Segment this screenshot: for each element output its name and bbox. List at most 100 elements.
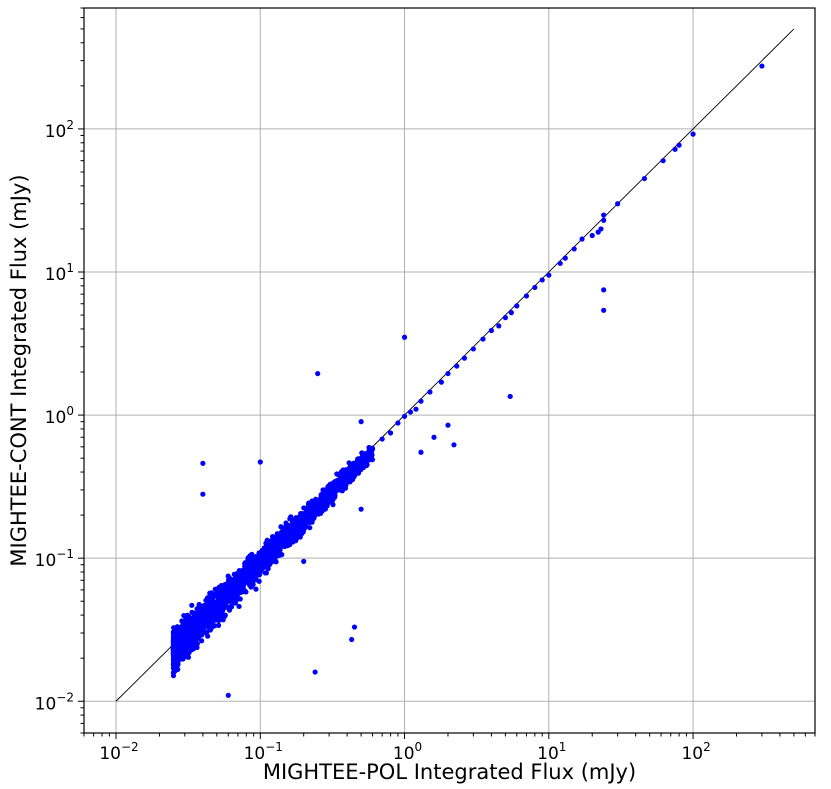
- data-point: [298, 520, 304, 526]
- data-point: [676, 142, 682, 148]
- data-point: [336, 479, 342, 485]
- data-point: [306, 513, 312, 520]
- data-point: [278, 524, 284, 530]
- data-point: [200, 460, 206, 466]
- data-point: [226, 607, 233, 613]
- data-point: [641, 175, 648, 182]
- data-point: [546, 272, 552, 278]
- data-point: [307, 525, 313, 531]
- x-tick-label: 10−2: [99, 740, 138, 764]
- data-point: [310, 507, 316, 513]
- data-point: [217, 608, 224, 614]
- data-point: [187, 632, 193, 638]
- data-point: [427, 389, 433, 395]
- data-point: [349, 636, 355, 643]
- data-point: [438, 379, 444, 385]
- y-tick-label: 101: [45, 261, 74, 285]
- data-point: [418, 398, 424, 404]
- data-point: [445, 422, 451, 428]
- data-point: [454, 363, 460, 369]
- data-point: [445, 370, 451, 377]
- data-point: [615, 201, 621, 207]
- data-point: [186, 613, 192, 619]
- data-point: [285, 535, 291, 541]
- data-point: [502, 315, 508, 321]
- data-point: [279, 543, 285, 549]
- data-point: [418, 449, 424, 455]
- data-point: [177, 625, 183, 631]
- data-point: [211, 593, 217, 599]
- x-tick-label: 100: [393, 740, 422, 764]
- data-point: [267, 561, 273, 567]
- data-point: [225, 692, 231, 698]
- data-point: [204, 602, 211, 608]
- data-point: [319, 508, 325, 514]
- data-point: [314, 509, 320, 515]
- data-point: [250, 559, 257, 565]
- data-point: [759, 63, 765, 69]
- data-point: [246, 582, 253, 588]
- data-point: [401, 413, 408, 419]
- data-point: [690, 131, 696, 137]
- data-point: [346, 460, 352, 466]
- data-point: [539, 277, 545, 283]
- data-point: [496, 323, 502, 329]
- data-point: [186, 650, 192, 656]
- data-point: [349, 467, 355, 473]
- data-point: [601, 287, 607, 293]
- data-point: [273, 553, 279, 559]
- data-point: [344, 472, 350, 478]
- data-point: [288, 514, 294, 520]
- data-point: [312, 669, 318, 675]
- data-point: [199, 632, 205, 638]
- data-point: [249, 551, 255, 557]
- data-point: [289, 536, 296, 542]
- data-point: [170, 673, 177, 679]
- data-point: [195, 608, 201, 615]
- x-tick-label: 102: [681, 740, 710, 764]
- data-point: [488, 327, 495, 334]
- data-point: [187, 642, 194, 649]
- x-tick-label: 101: [537, 740, 566, 764]
- data-point: [309, 498, 315, 504]
- data-point: [233, 571, 239, 577]
- data-point: [601, 217, 607, 223]
- data-point: [601, 307, 607, 313]
- data-point: [262, 560, 268, 566]
- data-point: [207, 627, 214, 633]
- data-point: [589, 232, 595, 239]
- data-point: [255, 572, 261, 578]
- data-point: [351, 474, 357, 480]
- data-point: [326, 489, 332, 495]
- data-point: [237, 596, 243, 602]
- data-point: [224, 582, 230, 588]
- data-point: [579, 236, 585, 242]
- data-point: [281, 528, 287, 534]
- data-point: [173, 646, 179, 652]
- data-point: [242, 560, 248, 566]
- data-point: [226, 575, 232, 581]
- data-point: [192, 642, 198, 648]
- data-point: [369, 446, 376, 452]
- data-point: [330, 490, 336, 496]
- data-point: [514, 303, 520, 309]
- data-point: [265, 538, 271, 544]
- data-point: [213, 600, 219, 606]
- data-point: [197, 604, 203, 610]
- data-point: [321, 496, 327, 503]
- data-point: [268, 547, 274, 554]
- data-point: [300, 529, 306, 535]
- data-point: [274, 541, 280, 547]
- data-point: [285, 539, 291, 545]
- data-point: [295, 534, 301, 541]
- data-point: [171, 630, 177, 636]
- data-point: [237, 584, 243, 591]
- data-point: [243, 575, 250, 581]
- data-point: [431, 434, 437, 440]
- data-point: [171, 650, 177, 656]
- data-point: [301, 558, 307, 564]
- y-tick-label: 100: [45, 404, 74, 428]
- data-point: [171, 663, 177, 669]
